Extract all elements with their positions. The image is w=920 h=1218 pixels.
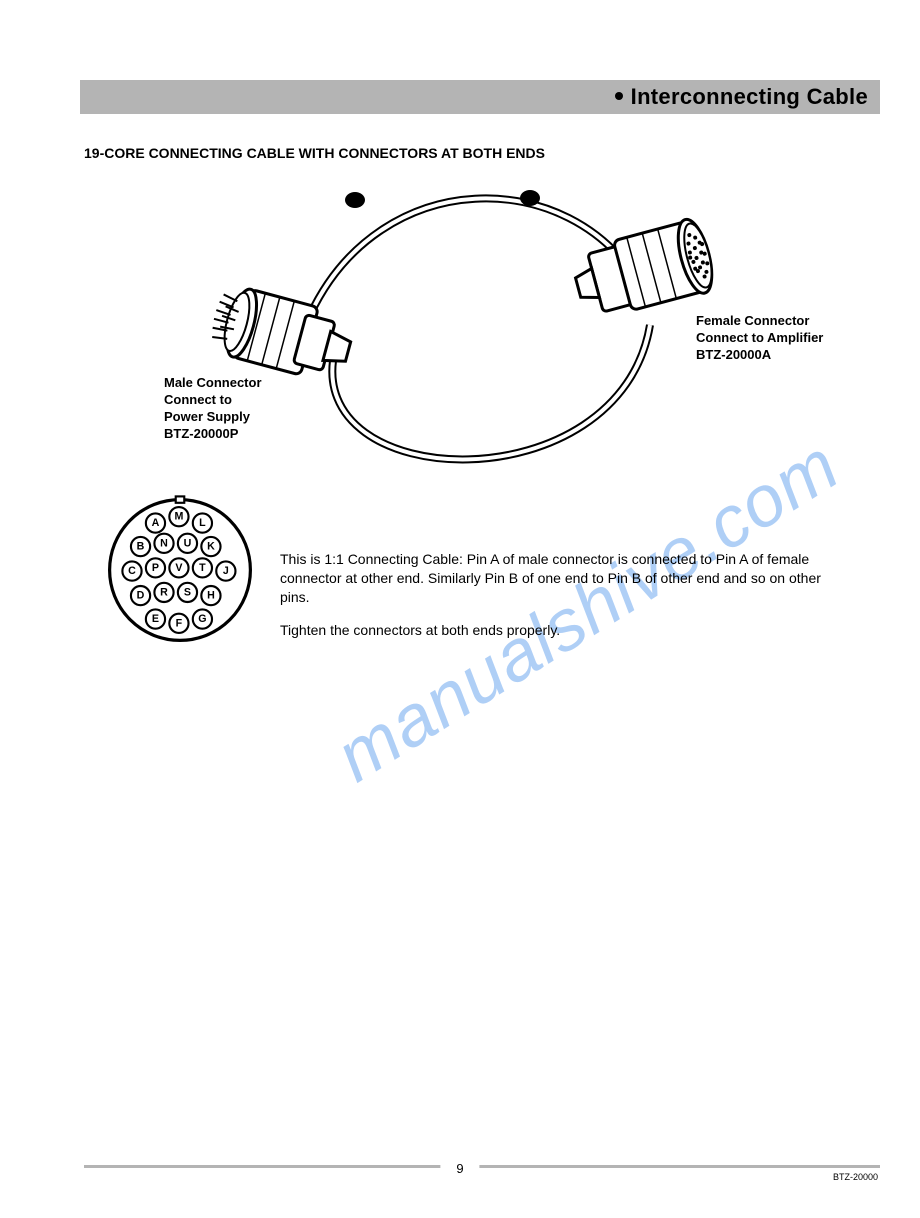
male-label-line2: Connect to	[164, 392, 262, 409]
female-label-line3: BTZ-20000A	[696, 347, 823, 364]
bullet-icon	[615, 92, 623, 100]
female-label-line1: Female Connector	[696, 313, 823, 330]
svg-text:J: J	[223, 565, 229, 577]
footer-model: BTZ-20000	[825, 1172, 878, 1182]
male-connector-label: Male Connector Connect to Power Supply B…	[164, 375, 262, 443]
description-p2: Tighten the connectors at both ends prop…	[280, 621, 850, 640]
svg-text:S: S	[184, 586, 191, 598]
male-label-line1: Male Connector	[164, 375, 262, 392]
page-subtitle: 19-CORE CONNECTING CABLE WITH CONNECTORS…	[84, 145, 545, 161]
svg-text:E: E	[152, 613, 159, 625]
description-block: This is 1:1 Connecting Cable: Pin A of m…	[280, 550, 850, 654]
svg-text:G: G	[198, 613, 206, 625]
svg-text:M: M	[174, 511, 183, 523]
svg-text:T: T	[199, 562, 206, 574]
svg-text:B: B	[137, 541, 145, 553]
female-label-line2: Connect to Amplifier	[696, 330, 823, 347]
section-header-bar: Interconnecting Cable	[80, 80, 880, 114]
svg-text:V: V	[175, 562, 183, 574]
male-label-line3: Power Supply	[164, 409, 262, 426]
section-title-text: Interconnecting Cable	[631, 84, 868, 109]
svg-text:C: C	[128, 565, 136, 577]
svg-text:U: U	[184, 537, 192, 549]
pin-layout-diagram: A M L B N U K C P V T J D R S H E F G	[100, 490, 260, 650]
male-label-line4: BTZ-20000P	[164, 426, 262, 443]
description-p1: This is 1:1 Connecting Cable: Pin A of m…	[280, 550, 850, 607]
svg-text:L: L	[199, 517, 206, 529]
footer-rule	[84, 1165, 880, 1168]
section-title: Interconnecting Cable	[615, 84, 868, 110]
svg-text:K: K	[207, 541, 215, 553]
svg-text:N: N	[160, 537, 168, 549]
svg-text:A: A	[152, 517, 160, 529]
svg-text:R: R	[160, 586, 168, 598]
page-number: 9	[440, 1161, 479, 1176]
svg-text:P: P	[152, 562, 159, 574]
female-connector-label: Female Connector Connect to Amplifier BT…	[696, 313, 823, 364]
svg-text:H: H	[207, 590, 215, 602]
svg-text:F: F	[176, 617, 183, 629]
svg-text:D: D	[137, 590, 145, 602]
